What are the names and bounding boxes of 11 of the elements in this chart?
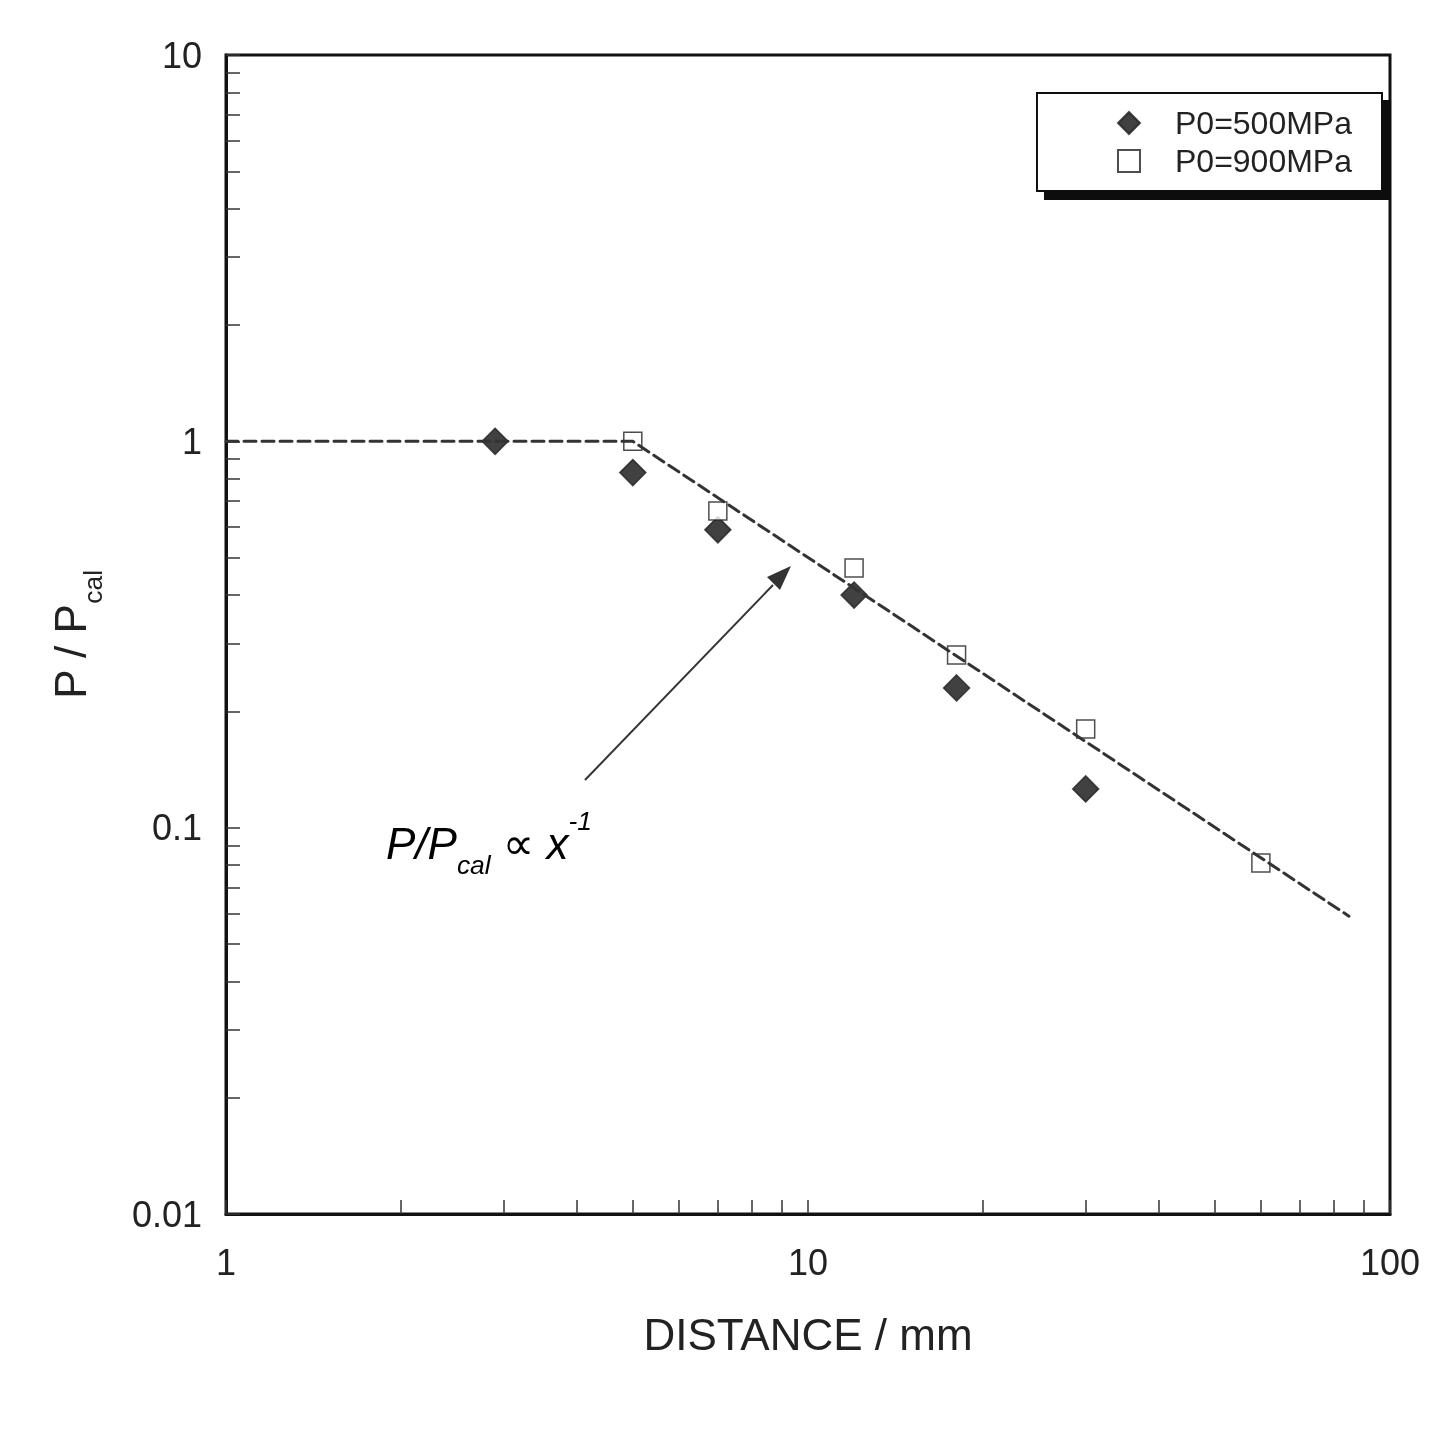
legend-label: P0=900MPa — [1174, 143, 1353, 179]
y-tick-label: 10 — [161, 34, 202, 76]
y-axis-title: P / Pcal — [46, 569, 108, 699]
x-axis-title: DISTANCE / mm — [643, 1309, 973, 1359]
y-tick-label: 0.1 — [151, 807, 202, 849]
x-tick-label: 1 — [215, 1241, 237, 1283]
x-tick-label: 100 — [1359, 1241, 1421, 1283]
x-tick-label: 10 — [787, 1241, 829, 1283]
y-tick-label: 0.01 — [131, 1193, 202, 1235]
legend-label: P0=500MPa — [1174, 105, 1353, 141]
y-tick-label: 1 — [181, 420, 202, 462]
